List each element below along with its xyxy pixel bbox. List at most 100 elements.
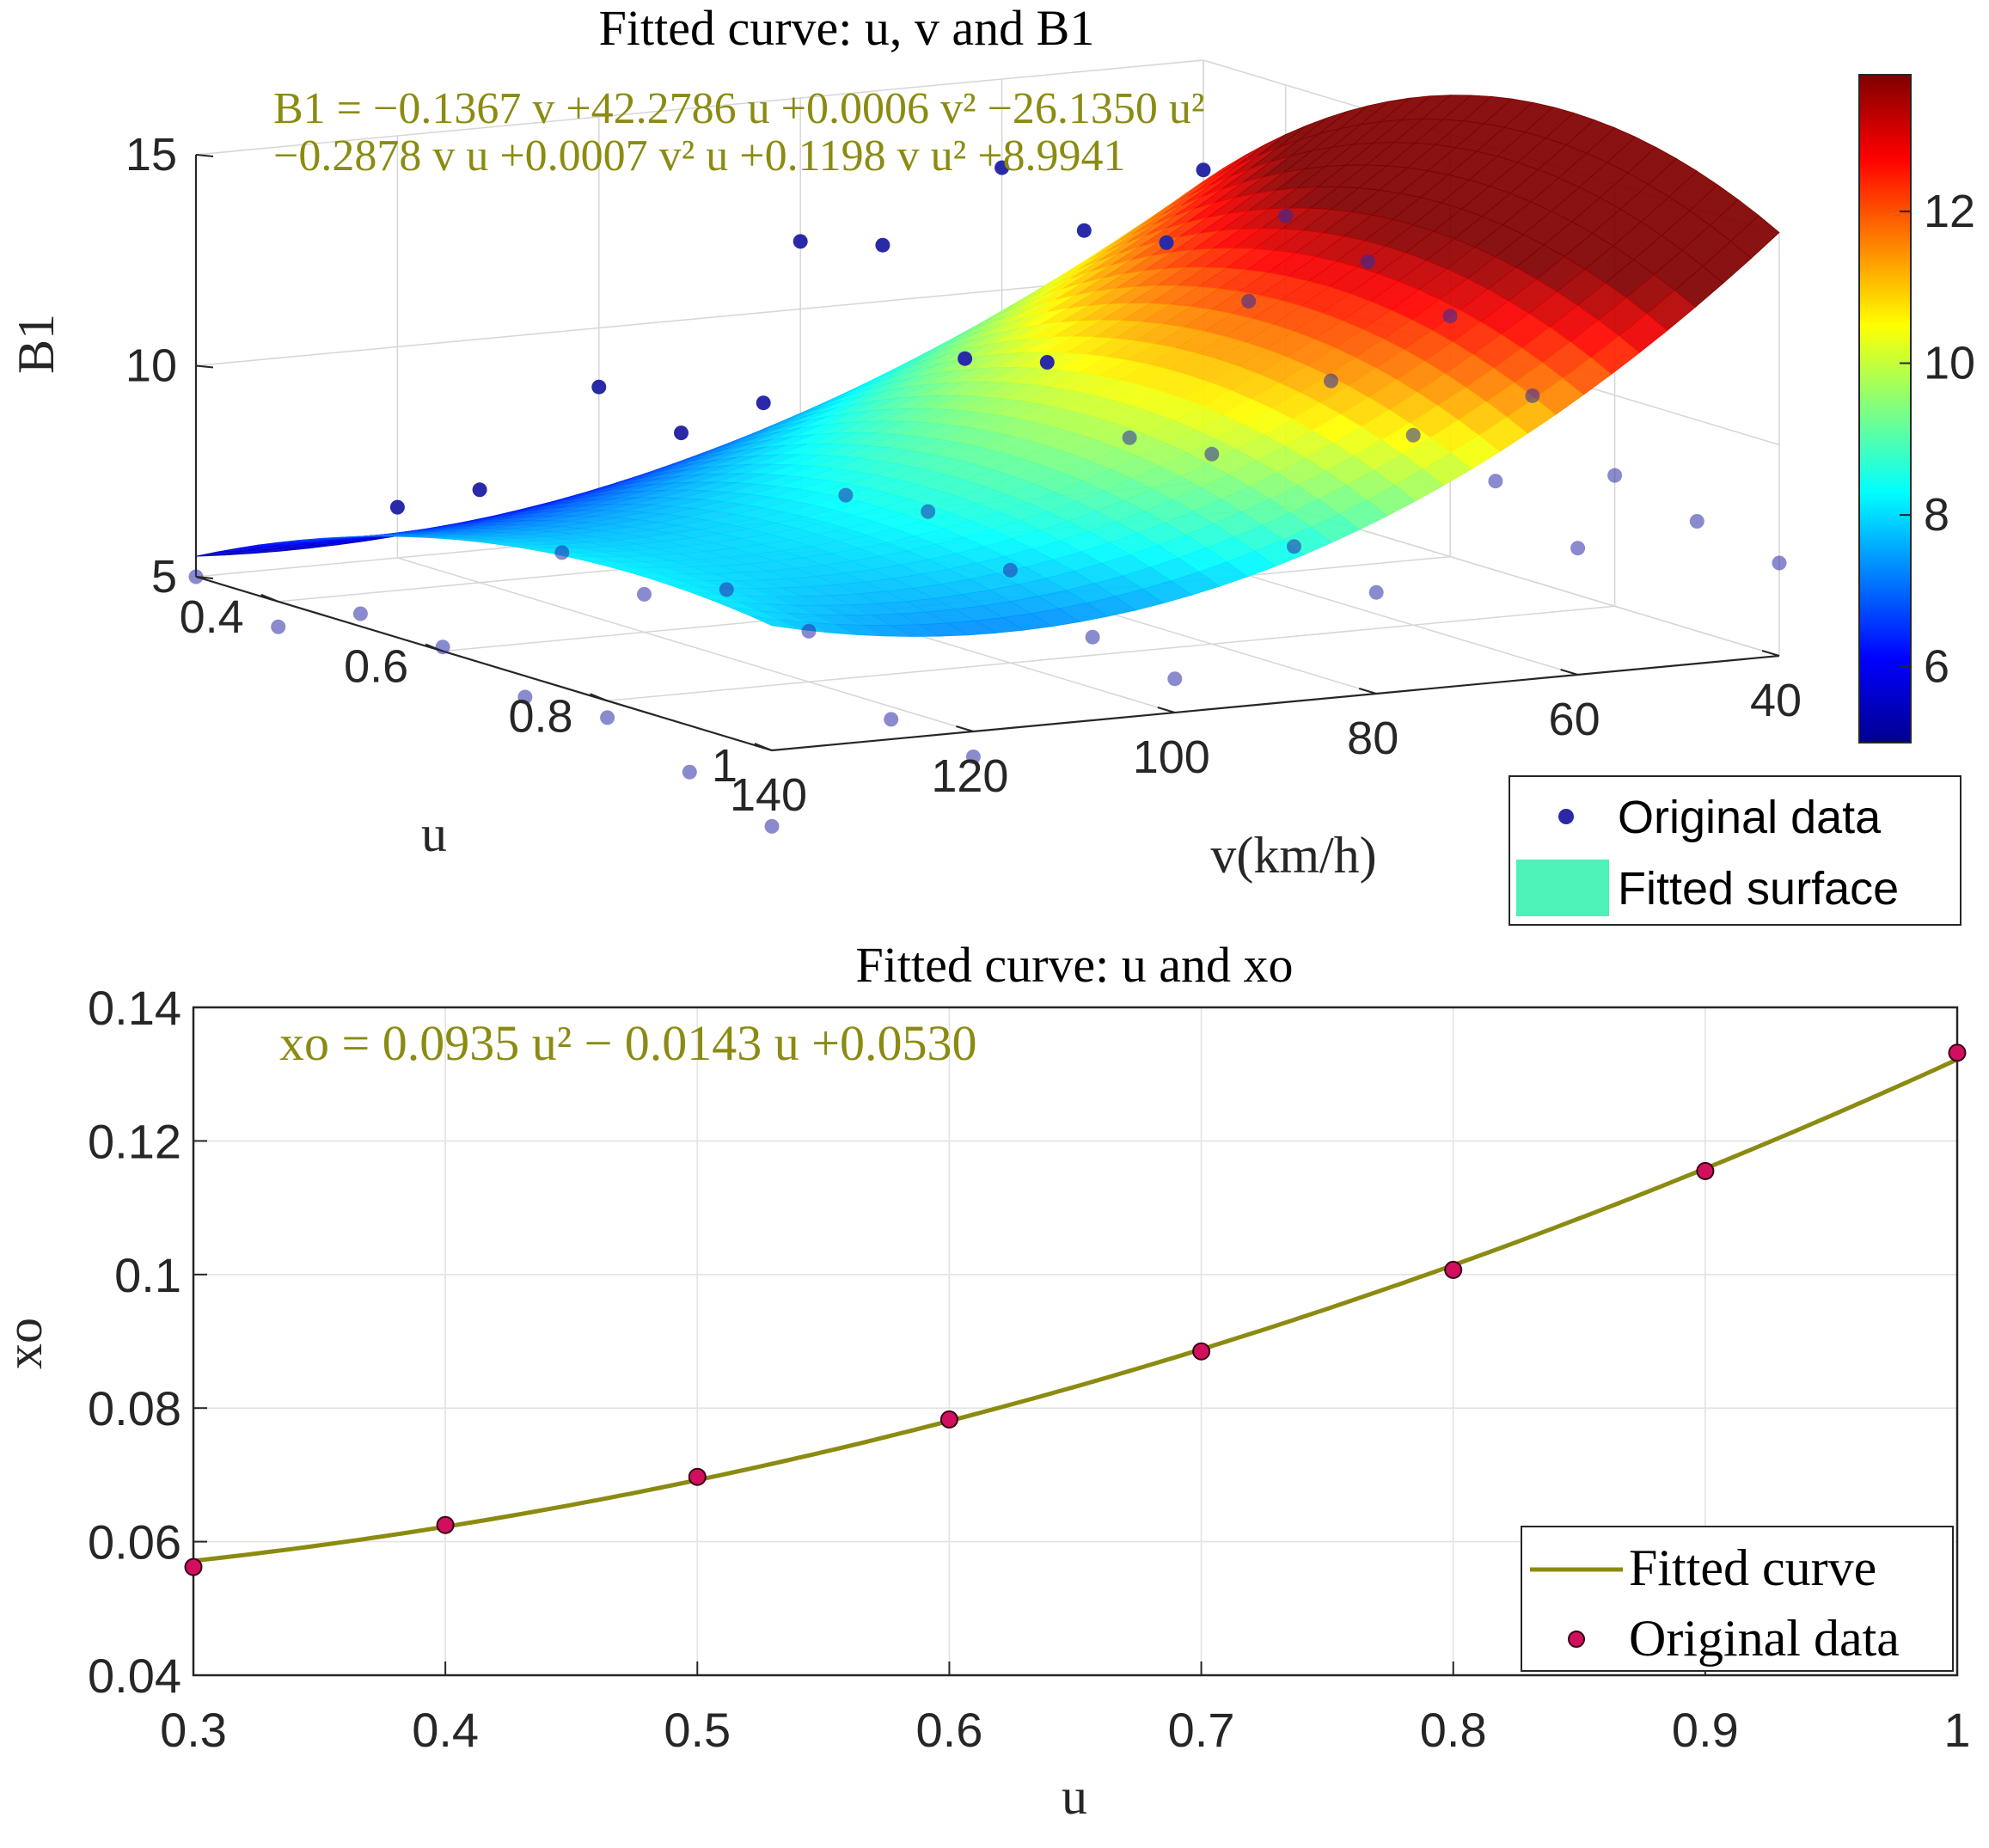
x-tick-label: 0.4 (412, 1703, 479, 1757)
data-point (517, 689, 533, 705)
data-point (472, 482, 487, 498)
u-axis-label: u (421, 805, 447, 862)
y-tick-label: 0.1 (114, 1248, 181, 1302)
u-tick-label: 0.6 (344, 641, 408, 693)
data-point (637, 586, 652, 602)
top-chart-title: Fitted curve: u, v and B1 (599, 0, 1095, 56)
v-axis-line (771, 654, 1780, 752)
data-point (1122, 430, 1137, 445)
data-point (1488, 474, 1503, 489)
surface-chart: Fitted curve: u, v and B1 5 10 15 0.4 0.6 0.8… (8, 0, 1975, 926)
v-tick (1761, 650, 1780, 657)
z-tick (195, 576, 214, 579)
z-tick-label: 10 (125, 340, 177, 392)
data-point (801, 623, 817, 639)
data-point (1444, 1260, 1463, 1279)
equation-line-2: −0.2878 v u +0.0007 v² u +0.1198 v u² +8… (273, 132, 1126, 181)
z-tick-label: 15 (125, 129, 177, 181)
data-point (1241, 293, 1257, 309)
data-point (688, 1467, 707, 1486)
data-point (1696, 1161, 1715, 1180)
data-point (1360, 254, 1375, 269)
v-tick-label: 80 (1347, 713, 1398, 764)
y-axis-label: xo (0, 1318, 52, 1369)
bottom-axis-ticks: 0.3 0.4 0.5 0.6 0.7 0.8 0.9 1 0.04 0.06 0.08 0.1 0.1… (88, 981, 1971, 1757)
legend-point-marker (1568, 1631, 1585, 1648)
z-tick (195, 364, 214, 369)
legend-original-data: Original data (1618, 792, 1882, 843)
data-point (1196, 162, 1211, 178)
v-tick-label: 40 (1750, 675, 1802, 726)
data-point (1525, 388, 1540, 403)
data-point (756, 395, 771, 411)
data-point (958, 351, 973, 366)
v-tick (754, 744, 773, 751)
colorbar-tick-label: 6 (1924, 641, 1949, 693)
data-point (838, 487, 854, 503)
z-tick (195, 154, 214, 157)
fitted-curve-line (193, 1057, 1959, 1563)
data-point (965, 750, 981, 764)
bottom-original-data-points (184, 1043, 1967, 1576)
v-tick-label: 140 (730, 769, 807, 821)
v-tick (1358, 688, 1377, 695)
fitted-surface (195, 95, 1780, 637)
data-point (184, 1557, 203, 1576)
data-point (682, 764, 697, 780)
data-point (271, 619, 286, 634)
data-point (389, 499, 405, 515)
u-tick-label: 1 (712, 740, 737, 792)
x-tick-label: 0.8 (1420, 1703, 1487, 1757)
data-point (719, 582, 734, 597)
u-tick-label: 0.8 (508, 690, 572, 742)
gridline (195, 59, 1204, 156)
legend-point-marker (1558, 809, 1574, 824)
y-tick-label: 0.12 (88, 1114, 181, 1168)
y-tick-label: 0.08 (88, 1381, 181, 1435)
data-point (1570, 541, 1586, 556)
v-tick (956, 725, 974, 732)
gridline (195, 270, 1204, 367)
v-axis-label: v(km/h) (1210, 827, 1376, 884)
colorbar-tick-label: 12 (1924, 186, 1975, 237)
data-point (921, 504, 936, 519)
bottom-equation: xo = 0.0935 u² − 0.0143 u +0.0530 (279, 1015, 977, 1071)
legend-fitted-surface: Fitted surface (1618, 863, 1899, 915)
data-point (1287, 539, 1301, 554)
data-point (352, 606, 368, 621)
top-legend: Original data Fitted surface (1509, 775, 1961, 926)
colorbar-tick-label: 8 (1924, 489, 1949, 541)
gridline (607, 605, 1615, 702)
data-point (1442, 309, 1458, 324)
bottom-legend: Fitted curve Original data (1521, 1526, 1954, 1672)
gridline (397, 557, 974, 732)
top-original-data-points (188, 160, 1787, 834)
data-point (939, 1410, 958, 1429)
u-axis-line (195, 575, 773, 752)
data-point (591, 379, 607, 395)
z-tick-label: 5 (151, 551, 177, 603)
data-point (1689, 514, 1704, 529)
data-point (1085, 629, 1100, 645)
v-tick-label: 60 (1549, 694, 1600, 745)
x-tick-label: 0.6 (915, 1703, 982, 1757)
x-tick-label: 0.7 (1168, 1703, 1235, 1757)
data-point (764, 818, 780, 834)
y-tick-label: 0.14 (88, 981, 181, 1035)
x-tick-label: 0.9 (1672, 1703, 1739, 1757)
v-tick-label: 120 (931, 750, 1008, 802)
v-tick-label: 100 (1133, 731, 1210, 783)
colorbar-tick-label: 10 (1924, 338, 1975, 389)
x-axis-label: u (1062, 1768, 1087, 1825)
colorbar (1858, 74, 1912, 743)
data-point (435, 639, 450, 655)
line-chart: Fitted curve: u and xo 0.3 0.4 0.5 0.6 0.7 0.… (0, 937, 1971, 1825)
surface-patch (750, 615, 800, 630)
data-point (1405, 427, 1421, 443)
y-tick-label: 0.06 (88, 1515, 181, 1570)
data-point (793, 234, 808, 249)
equation-line-1: B1 = −0.1367 v +42.2786 u +0.0006 v² −26… (273, 84, 1205, 133)
data-point (674, 425, 688, 441)
data-point (1324, 373, 1338, 389)
